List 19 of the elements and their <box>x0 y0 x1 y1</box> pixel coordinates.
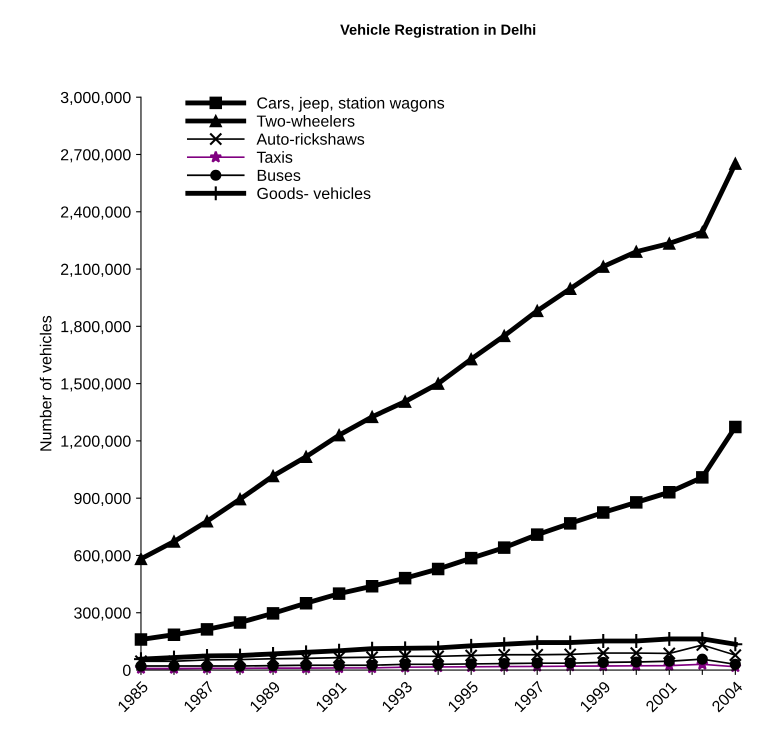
legend-label: Two-wheelers <box>256 115 354 127</box>
y-tick-label: 2,400,000 <box>61 206 131 220</box>
y-tick-label: 600,000 <box>74 550 131 564</box>
legend-label: Cars, jeep, station wagons <box>257 96 444 112</box>
legend-label: Goods- vehicles <box>257 187 370 200</box>
legend-label: Auto-rickshaws <box>256 133 364 145</box>
y-tick-label: 1,800,000 <box>61 320 131 334</box>
y-axis-title: Number of vehicles <box>40 316 52 451</box>
y-tick-label: 2,700,000 <box>61 149 131 162</box>
y-tick-label: 900,000 <box>74 492 131 506</box>
chart-title: Vehicle Registration in Delhi <box>340 24 536 38</box>
y-tick-label: 1,500,000 <box>61 378 131 392</box>
y-tick-label: 2,100,000 <box>61 264 131 277</box>
legend-label: Buses <box>258 170 300 181</box>
y-tick-label: 0 <box>122 664 131 676</box>
y-tick-label: 300,000 <box>74 607 131 621</box>
y-tick-label: 1,200,000 <box>61 436 131 449</box>
legend-label: Taxis <box>256 151 292 163</box>
y-tick-label: 3,000,000 <box>60 92 131 106</box>
